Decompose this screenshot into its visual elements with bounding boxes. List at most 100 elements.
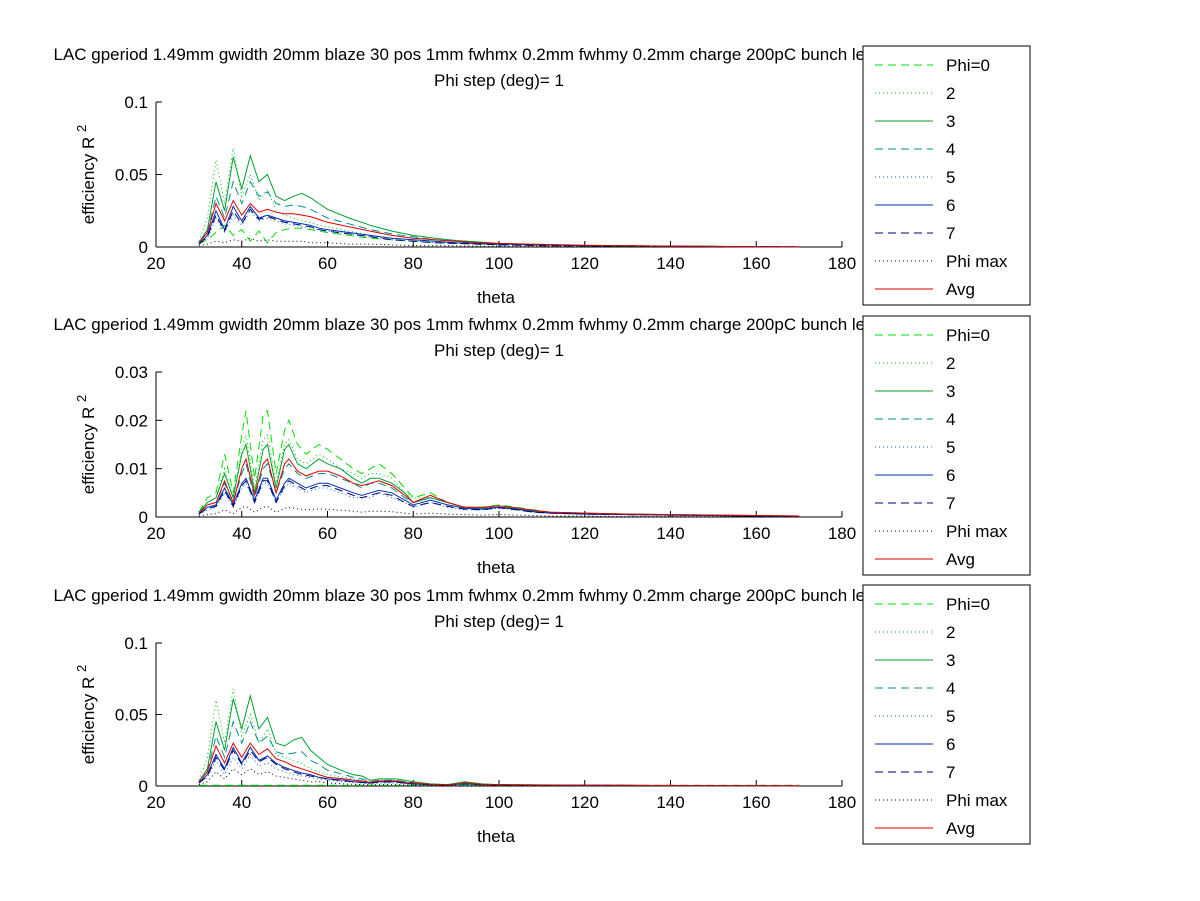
legend-label: Phi max bbox=[946, 522, 1008, 541]
x-tick-label: 20 bbox=[147, 793, 166, 812]
series-line-7 bbox=[198, 208, 800, 248]
chart-panel-3: LAC gperiod 1.49mm gwidth 20mm blaze 30 … bbox=[53, 584, 1031, 846]
legend-label: Avg bbox=[946, 280, 975, 299]
legend-label: 7 bbox=[946, 224, 955, 243]
x-tick-label: 140 bbox=[656, 793, 684, 812]
x-axis-label: theta bbox=[477, 288, 515, 307]
x-tick-label: 160 bbox=[742, 254, 770, 273]
legend: Phi=0 2 3 4 5 6 7 Phi max Avg bbox=[862, 584, 1031, 845]
x-tick-label: 80 bbox=[404, 524, 423, 543]
y-axis-label: efficiency R 2 bbox=[74, 125, 98, 225]
series-line-6 bbox=[198, 477, 800, 517]
x-tick-label: 180 bbox=[828, 793, 856, 812]
x-tick-label: 120 bbox=[571, 524, 599, 543]
chart-title: LAC gperiod 1.49mm gwidth 20mm blaze 30 … bbox=[53, 45, 944, 64]
legend: Phi=0 2 3 4 5 6 7 Phi max Avg bbox=[862, 45, 1031, 306]
x-tick-label: 100 bbox=[485, 254, 513, 273]
y-tick-label: 0.01 bbox=[115, 460, 148, 479]
series-line-2 bbox=[198, 688, 800, 787]
legend-label: 5 bbox=[946, 438, 955, 457]
legend-label: 6 bbox=[946, 196, 955, 215]
x-tick-label: 180 bbox=[828, 254, 856, 273]
series-line-9 bbox=[198, 457, 800, 517]
series-line-2 bbox=[198, 148, 800, 248]
y-axis-label-superscript: 2 bbox=[74, 125, 89, 132]
chart-subtitle: Phi step (deg)= 1 bbox=[434, 341, 564, 360]
x-tick-label: 120 bbox=[571, 793, 599, 812]
x-tick-label: 60 bbox=[318, 793, 337, 812]
x-tick-label: 80 bbox=[404, 254, 423, 273]
legend-label: 7 bbox=[946, 494, 955, 513]
x-tick-label: 100 bbox=[485, 793, 513, 812]
legend-label: Avg bbox=[946, 550, 975, 569]
legend-label: Phi max bbox=[946, 791, 1008, 810]
legend-label: 5 bbox=[946, 168, 955, 187]
legend-label: 5 bbox=[946, 707, 955, 726]
legend-label: Phi=0 bbox=[946, 326, 990, 345]
series-line-4 bbox=[198, 719, 800, 787]
x-tick-label: 40 bbox=[232, 524, 251, 543]
x-tick-label: 140 bbox=[656, 524, 684, 543]
series-line-8 bbox=[198, 505, 800, 517]
x-tick-label: 20 bbox=[147, 254, 166, 273]
chart-subtitle: Phi step (deg)= 1 bbox=[434, 71, 564, 90]
legend-label: 2 bbox=[946, 84, 955, 103]
chart-title: LAC gperiod 1.49mm gwidth 20mm blaze 30 … bbox=[53, 586, 944, 605]
legend-label: 4 bbox=[946, 140, 955, 159]
series-line-3 bbox=[198, 693, 800, 787]
x-axis-label: theta bbox=[477, 558, 515, 577]
legend-box bbox=[862, 45, 1031, 306]
x-tick-label: 120 bbox=[571, 254, 599, 273]
x-axis-label: theta bbox=[477, 827, 515, 846]
legend-box bbox=[862, 584, 1031, 845]
series-line-9 bbox=[198, 742, 800, 787]
x-tick-label: 140 bbox=[656, 254, 684, 273]
y-tick-label: 0.05 bbox=[115, 166, 148, 185]
legend-label: 3 bbox=[946, 382, 955, 401]
series-line-2 bbox=[198, 433, 800, 517]
y-tick-label: 0 bbox=[139, 238, 148, 257]
chart-panel-2: LAC gperiod 1.49mm gwidth 20mm blaze 30 … bbox=[53, 315, 1031, 577]
y-axis-label-superscript: 2 bbox=[74, 665, 89, 672]
x-tick-label: 60 bbox=[318, 524, 337, 543]
legend-label: Phi max bbox=[946, 252, 1008, 271]
legend-label: 2 bbox=[946, 623, 955, 642]
y-tick-label: 0 bbox=[139, 508, 148, 527]
series-line-8 bbox=[198, 237, 800, 248]
y-tick-label: 0.1 bbox=[124, 634, 148, 653]
y-axis-label: efficiency R 2 bbox=[74, 395, 98, 495]
legend-label: 4 bbox=[946, 679, 955, 698]
series-line-3 bbox=[198, 153, 800, 248]
legend-label: 7 bbox=[946, 763, 955, 782]
x-tick-label: 80 bbox=[404, 793, 423, 812]
y-tick-label: 0.05 bbox=[115, 706, 148, 725]
series-line-7 bbox=[198, 479, 800, 517]
y-axis-label: efficiency R 2 bbox=[74, 665, 98, 765]
chart-panel-1: LAC gperiod 1.49mm gwidth 20mm blaze 30 … bbox=[53, 45, 1031, 307]
x-tick-label: 20 bbox=[147, 524, 166, 543]
series-line-9 bbox=[198, 199, 800, 248]
legend-label: 6 bbox=[946, 735, 955, 754]
y-axis-label-superscript: 2 bbox=[74, 395, 89, 402]
x-tick-label: 160 bbox=[742, 524, 770, 543]
x-tick-label: 100 bbox=[485, 524, 513, 543]
y-tick-label: 0.1 bbox=[124, 93, 148, 112]
series-line-4 bbox=[198, 180, 800, 248]
legend-label: Phi=0 bbox=[946, 56, 990, 75]
legend-label: Phi=0 bbox=[946, 595, 990, 614]
x-tick-label: 180 bbox=[828, 524, 856, 543]
chart-subtitle: Phi step (deg)= 1 bbox=[434, 612, 564, 631]
legend-box bbox=[862, 315, 1031, 576]
legend-label: Avg bbox=[946, 819, 975, 838]
legend-label: 6 bbox=[946, 466, 955, 485]
legend-label: 3 bbox=[946, 651, 955, 670]
legend-label: 3 bbox=[946, 112, 955, 131]
chart-title: LAC gperiod 1.49mm gwidth 20mm blaze 30 … bbox=[53, 315, 944, 334]
legend-label: 2 bbox=[946, 354, 955, 373]
x-tick-label: 60 bbox=[318, 254, 337, 273]
x-tick-label: 160 bbox=[742, 793, 770, 812]
legend-label: 4 bbox=[946, 410, 955, 429]
legend: Phi=0 2 3 4 5 6 7 Phi max Avg bbox=[862, 315, 1031, 576]
y-tick-label: 0.02 bbox=[115, 411, 148, 430]
